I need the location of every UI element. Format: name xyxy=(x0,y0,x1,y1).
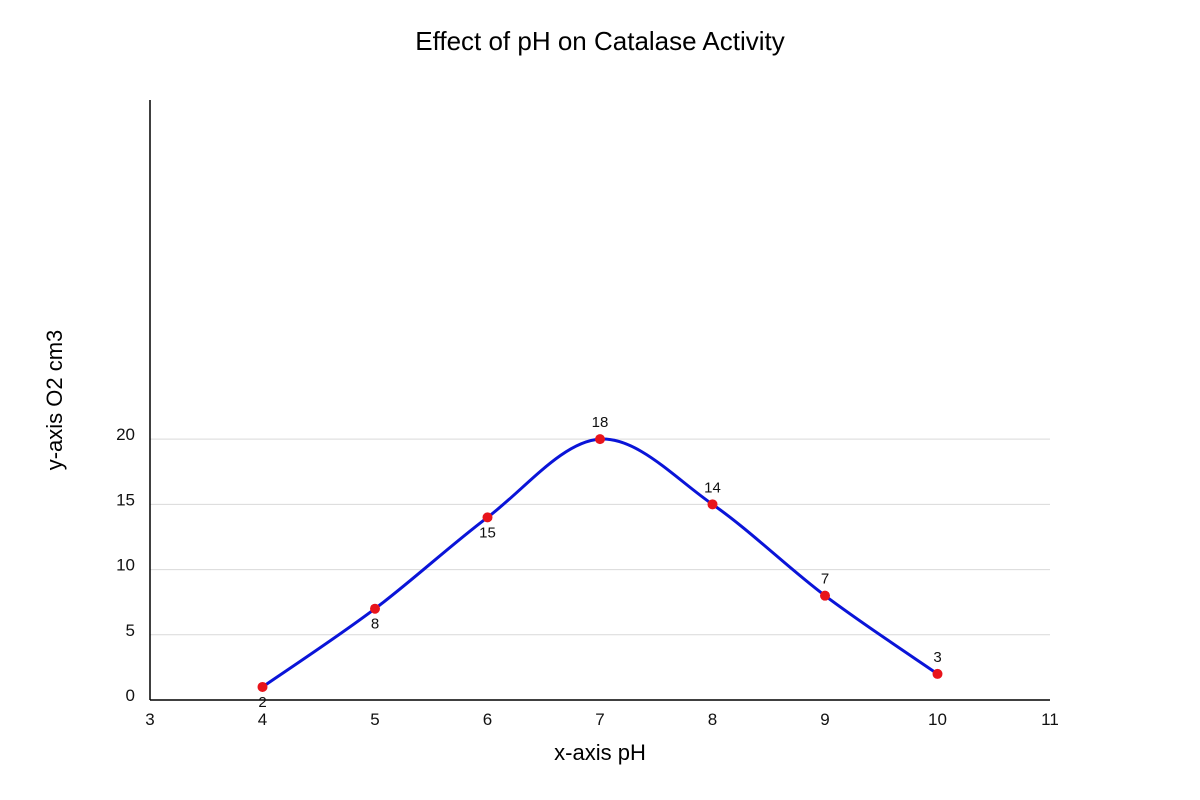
series-line-0 xyxy=(261,437,939,689)
x-tick-label-3: 3 xyxy=(145,710,154,729)
data-label-ph-4: 2 xyxy=(258,694,266,711)
data-label-ph-8: 14 xyxy=(704,479,721,496)
chart-title: Effect of pH on Catalase Activity xyxy=(415,26,784,56)
grid-lines xyxy=(150,438,1050,636)
y-axis-title: y-axis O2 cm3 xyxy=(42,330,67,471)
x-tick-label-9: 9 xyxy=(820,710,829,729)
x-tick-label-6: 6 xyxy=(483,710,492,729)
x-tick-label-11: 11 xyxy=(1041,710,1059,729)
x-tick-label-8: 8 xyxy=(708,710,717,729)
data-point-ph-6 xyxy=(482,512,493,523)
x-tick-label-4: 4 xyxy=(258,710,267,729)
data-point-ph-10 xyxy=(932,668,943,679)
x-tick-label-7: 7 xyxy=(595,710,604,729)
y-tick-label-20: 20 xyxy=(116,425,135,444)
data-label-ph-6: 15 xyxy=(479,524,496,541)
x-tick-label-5: 5 xyxy=(370,710,379,729)
data-point-ph-8 xyxy=(707,499,718,510)
tick-labels: 3 4 5 6 7 8 9 10 11 0 5 10 15 20 xyxy=(116,425,1059,729)
data-label-ph-9: 7 xyxy=(821,571,829,588)
data-point-ph-9 xyxy=(820,590,830,601)
data-point-ph-4 xyxy=(257,681,268,692)
data-point-ph-7 xyxy=(595,434,605,445)
x-axis-title: x-axis pH xyxy=(554,740,646,765)
y-tick-label-0: 0 xyxy=(126,686,135,705)
x-tick-label-10: 10 xyxy=(928,710,947,729)
y-tick-label-5: 5 xyxy=(126,621,135,640)
axes xyxy=(149,100,1050,701)
y-tick-label-10: 10 xyxy=(116,556,135,575)
data-label-ph-7: 18 xyxy=(592,414,609,431)
data-point-ph-5 xyxy=(370,603,380,614)
series-layer: 2 8 15 18 14 7 3 xyxy=(257,414,943,711)
data-label-ph-5: 8 xyxy=(371,616,379,633)
data-label-ph-10: 3 xyxy=(933,649,941,666)
y-tick-label-15: 15 xyxy=(116,490,135,509)
